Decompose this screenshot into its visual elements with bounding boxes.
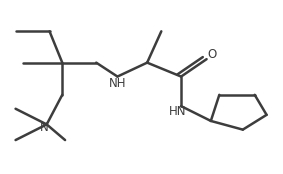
Text: N: N bbox=[40, 121, 48, 134]
Text: NH: NH bbox=[109, 77, 126, 90]
Text: HN: HN bbox=[169, 105, 186, 118]
Text: O: O bbox=[207, 48, 216, 61]
